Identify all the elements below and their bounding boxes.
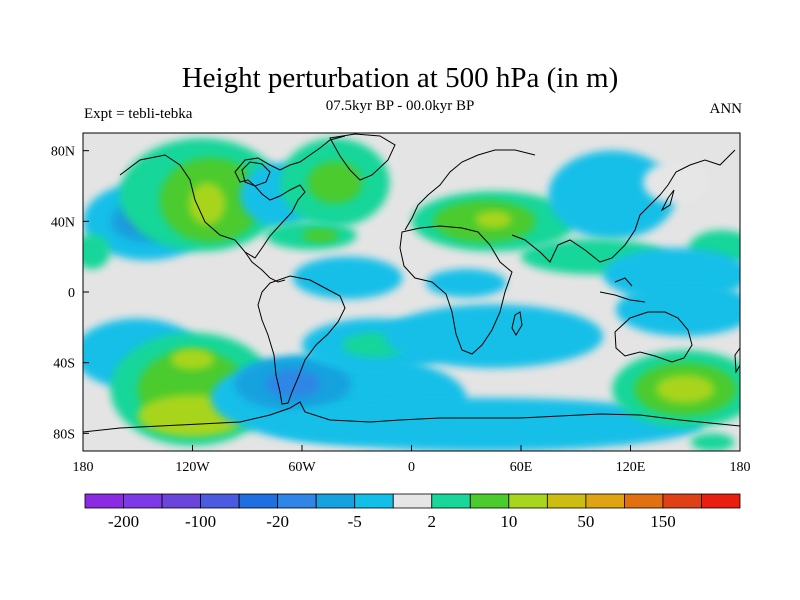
lon-tick-label: 60W	[288, 460, 316, 475]
colorbar-label: -5	[348, 512, 362, 531]
lon-tick-label: 180	[73, 460, 94, 475]
field-region-3	[83, 233, 111, 270]
colorbar: -200 -100 -20 -5 2 10 50 150	[84, 493, 741, 531]
period-label: 07.5kyr BP - 00.0kyr BP	[325, 98, 475, 114]
height-field	[83, 138, 740, 451]
coast-japan	[660, 189, 675, 212]
colorbar-box	[315, 493, 356, 509]
colorbar-box	[84, 493, 124, 509]
colorbar-label: -20	[266, 512, 289, 531]
colorbar-label: 2	[428, 512, 437, 531]
field-region-11	[302, 228, 339, 243]
field-region-30	[265, 369, 321, 398]
field-region-34	[265, 398, 704, 451]
coast-antarctica	[83, 401, 740, 433]
lon-tick-label: 120W	[175, 460, 210, 475]
coast-asia	[511, 149, 736, 263]
lat-tick-label: 40S	[53, 357, 75, 372]
field-region-12	[292, 256, 403, 300]
coast-indonesia	[599, 277, 646, 303]
colorbar-box	[392, 493, 433, 509]
coast-south-america	[257, 275, 346, 405]
field-region-27	[170, 348, 215, 370]
colorbar-label: 10	[500, 512, 517, 531]
field-region-6	[188, 182, 226, 225]
lon-tick-label: 180	[730, 460, 751, 475]
field-region-18	[643, 161, 709, 204]
lon-tick-label: 0	[408, 460, 415, 475]
colorbar-box	[431, 493, 471, 509]
coast-hudson-bay	[241, 161, 271, 187]
map-axes: 180 120W 60W 0 60E 120E 180 80N 40N 0 40S 80S	[51, 132, 751, 475]
field-region-15	[475, 210, 512, 229]
colorbar-box	[508, 493, 548, 509]
coast-africa	[399, 225, 513, 355]
field-region-9	[307, 161, 363, 204]
colorbar-box	[585, 493, 625, 509]
field-region-16	[426, 269, 507, 298]
colorbar-box	[354, 493, 394, 509]
colorbar-box	[662, 493, 702, 509]
colorbar-label: -100	[185, 512, 216, 531]
coast-north-america	[119, 135, 346, 259]
lat-tick-label: 40N	[51, 215, 75, 230]
colorbar-label: 150	[650, 512, 676, 531]
colorbar-box	[123, 493, 163, 509]
coastlines	[83, 133, 740, 433]
lon-tick-label: 120E	[616, 460, 646, 475]
colorbar-box	[624, 493, 664, 509]
colorbar-box	[238, 493, 279, 509]
season-label: ANN	[709, 101, 743, 117]
lon-tick-label: 60E	[510, 460, 533, 475]
lat-tick-label: 80S	[53, 427, 75, 442]
field-region-22	[615, 283, 740, 337]
colorbar-box	[546, 493, 587, 509]
colorbar-label: 50	[577, 512, 594, 531]
colorbar-box	[277, 493, 317, 509]
colorbar-box	[469, 493, 510, 509]
field-region-33	[384, 304, 604, 368]
colorbar-box	[161, 493, 201, 509]
colorbar-box	[701, 493, 741, 509]
field-region-37	[656, 375, 715, 404]
colorbar-label: -200	[108, 512, 139, 531]
coast-new-zealand	[734, 347, 740, 374]
coast-central-america	[244, 251, 286, 283]
coast-australia	[614, 311, 693, 363]
field-region-38	[690, 433, 735, 451]
coast-greenland	[329, 133, 396, 181]
lat-tick-label: 0	[68, 286, 75, 301]
field-region-17	[548, 150, 677, 239]
coast-madagascar	[511, 311, 523, 336]
experiment-label: Expt = tebli-tebka	[84, 106, 193, 122]
coast-europe	[404, 149, 536, 231]
plot-title: Height perturbation at 500 hPa (in m)	[181, 62, 619, 94]
lat-tick-label: 80N	[51, 145, 75, 160]
colorbar-box	[200, 493, 240, 509]
